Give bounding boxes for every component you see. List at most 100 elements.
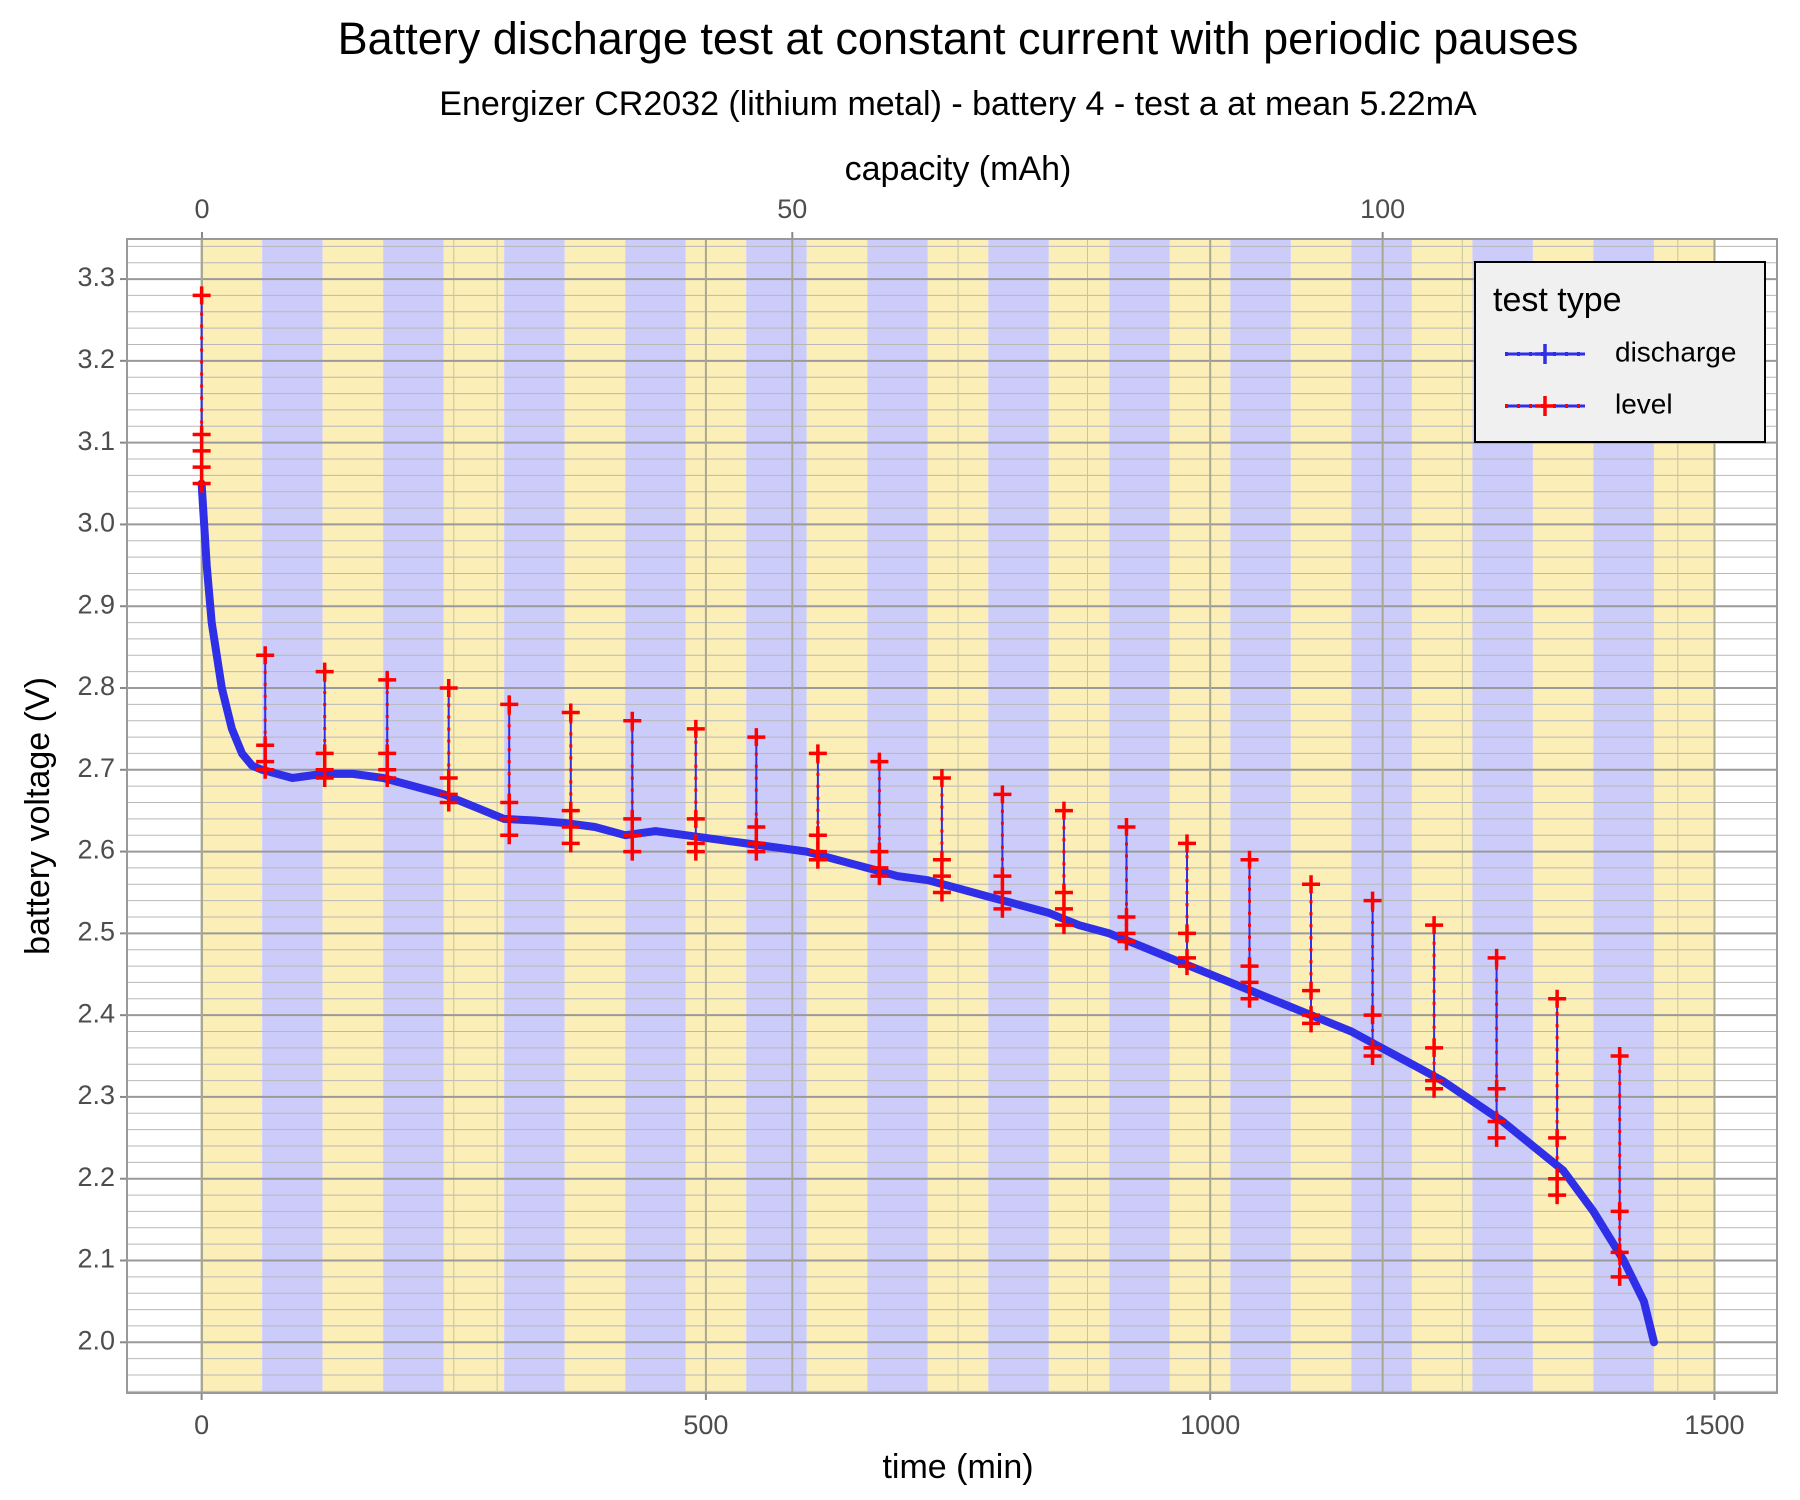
level-marker	[561, 801, 580, 820]
level-marker	[439, 768, 458, 787]
level-marker	[256, 646, 275, 665]
level-marker	[747, 834, 766, 853]
y-tick-label: 2.7	[77, 753, 115, 783]
level-marker	[932, 883, 951, 902]
x2-tick-label: 50	[777, 194, 807, 224]
level-marker	[623, 842, 642, 861]
level-marker	[192, 441, 211, 460]
level-marker	[500, 809, 519, 828]
x-tick-label: 1000	[1180, 1410, 1240, 1440]
level-marker	[1302, 1006, 1321, 1025]
phase-band	[1169, 239, 1231, 1393]
x-tick-label: 500	[683, 1410, 728, 1440]
level-marker	[500, 695, 519, 714]
level-marker	[1177, 924, 1196, 943]
phase-band	[1048, 239, 1110, 1393]
level-marker	[1117, 924, 1136, 943]
level-marker	[1548, 1169, 1567, 1188]
level-marker	[1117, 818, 1136, 837]
level-marker	[1487, 1128, 1506, 1147]
level-marker	[932, 768, 951, 787]
chart-subtitle: Energizer CR2032 (lithium metal) - batte…	[439, 85, 1477, 123]
phase-band	[806, 239, 868, 1393]
y-tick-label: 2.3	[77, 1080, 115, 1110]
legend-label: level	[1615, 388, 1673, 419]
level-marker	[315, 760, 334, 779]
phase-band	[564, 239, 626, 1393]
x-tick-label: 1500	[1684, 1410, 1744, 1440]
level-marker	[870, 752, 889, 771]
level-marker	[500, 826, 519, 845]
level-marker	[932, 850, 951, 869]
level-marker	[1425, 1038, 1444, 1057]
phase-band	[1411, 239, 1473, 1393]
x2-tick-label: 100	[1360, 194, 1405, 224]
level-marker	[1240, 957, 1259, 976]
level-marker	[1177, 834, 1196, 853]
level-marker	[256, 752, 275, 771]
level-marker	[1240, 989, 1259, 1008]
phase-band	[1230, 239, 1291, 1393]
level-marker	[1425, 1071, 1444, 1090]
level-marker	[808, 826, 827, 845]
y-tick-label: 2.4	[77, 998, 115, 1028]
level-marker	[993, 785, 1012, 804]
phase-band	[1290, 239, 1352, 1393]
x-axis-title: time (min)	[882, 1448, 1033, 1486]
level-marker	[439, 679, 458, 698]
level-marker	[561, 834, 580, 853]
level-marker	[378, 744, 397, 763]
phase-band	[262, 239, 323, 1393]
legend-marker	[1535, 396, 1555, 416]
legend-box	[1474, 261, 1766, 443]
level-marker	[686, 809, 705, 828]
level-marker	[808, 842, 827, 861]
phase-band	[1109, 239, 1170, 1393]
panel-border	[126, 238, 1778, 1394]
level-marker	[1425, 916, 1444, 935]
level-marker	[315, 662, 334, 681]
level-marker	[1487, 948, 1506, 967]
chart-title: Battery discharge test at constant curre…	[338, 13, 1579, 64]
phase-band	[625, 239, 686, 1393]
level-marker	[1548, 989, 1567, 1008]
level-marker	[1054, 899, 1073, 918]
y-axis-title: battery voltage (V)	[19, 677, 57, 955]
level-marker	[192, 425, 211, 444]
level-marker	[623, 711, 642, 730]
level-marker	[870, 842, 889, 861]
discharge-line	[197, 479, 1658, 1347]
level-marker	[500, 793, 519, 812]
level-marker	[1240, 973, 1259, 992]
level-marker	[623, 826, 642, 845]
level-marker	[1363, 1038, 1382, 1057]
y-tick-label: 2.5	[77, 916, 115, 946]
level-marker	[1363, 891, 1382, 910]
legend-title: test type	[1493, 281, 1622, 319]
y-tick-label: 2.8	[77, 671, 115, 701]
level-marker	[1117, 908, 1136, 927]
level-marker	[747, 818, 766, 837]
phase-band	[1351, 239, 1412, 1393]
level-marker	[315, 744, 334, 763]
level-marker	[1610, 1243, 1629, 1262]
level-marker	[747, 728, 766, 747]
level-marker	[993, 867, 1012, 886]
level-marker	[1548, 1186, 1567, 1205]
legend-label: discharge	[1615, 336, 1736, 367]
level-marker	[192, 458, 211, 477]
phase-band	[322, 239, 384, 1393]
level-marker	[378, 760, 397, 779]
level-marker	[932, 867, 951, 886]
level-marker	[256, 736, 275, 755]
level-marker	[1054, 801, 1073, 820]
level-marker	[1610, 1267, 1629, 1286]
x2-tick-label: 0	[194, 194, 209, 224]
level-marker	[1487, 1112, 1506, 1131]
level-marker	[808, 744, 827, 763]
level-marker	[1548, 1128, 1567, 1147]
level-marker	[993, 899, 1012, 918]
level-marker	[378, 670, 397, 689]
level-marker	[1610, 1047, 1629, 1066]
y-tick-label: 2.9	[77, 589, 115, 619]
